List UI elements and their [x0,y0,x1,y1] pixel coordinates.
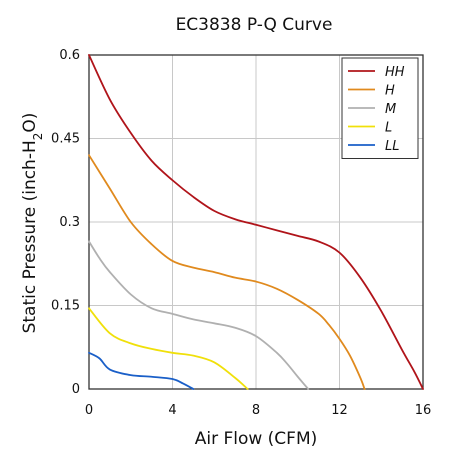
curve-l [88,307,249,390]
y-tick-label: 0.45 [51,132,80,147]
y-tick-label: 0.15 [51,299,80,314]
chart-title: EC3838 P-Q Curve [176,15,333,35]
x-tick-label: 0 [85,403,93,418]
x-axis-label: Air Flow (CFM) [195,429,318,449]
curve-hh [88,54,424,390]
curve-ll [88,351,195,390]
plot-frame [88,54,424,390]
legend-label-ll: LL [385,139,400,154]
y-axis-label-main: Static Pressure (inch-H [20,140,40,333]
y-axis-label-subscript: 2 [31,133,45,141]
legend-label-h: H [385,84,395,99]
x-tick-label: 16 [415,403,432,418]
curves [88,54,424,390]
y-axis-label: Static Pressure (inch-H2O) [20,113,45,334]
x-tick-labels: 0 4 8 12 16 [85,403,431,418]
curve-m [88,240,310,390]
x-tick-label: 8 [252,403,260,418]
y-tick-label: 0.3 [59,215,80,230]
y-tick-label: 0 [72,382,80,397]
legend-label-l: L [385,121,392,136]
x-tick-label: 4 [168,403,176,418]
legend-label-hh: HH [385,65,405,80]
y-tick-label: 0.6 [59,48,80,63]
y-axis-label-end: O) [20,113,40,133]
curve-h [88,154,366,390]
y-tick-labels: 0 0.15 0.3 0.45 0.6 [51,48,80,397]
legend-label-m: M [385,102,396,117]
x-tick-label: 12 [331,403,348,418]
